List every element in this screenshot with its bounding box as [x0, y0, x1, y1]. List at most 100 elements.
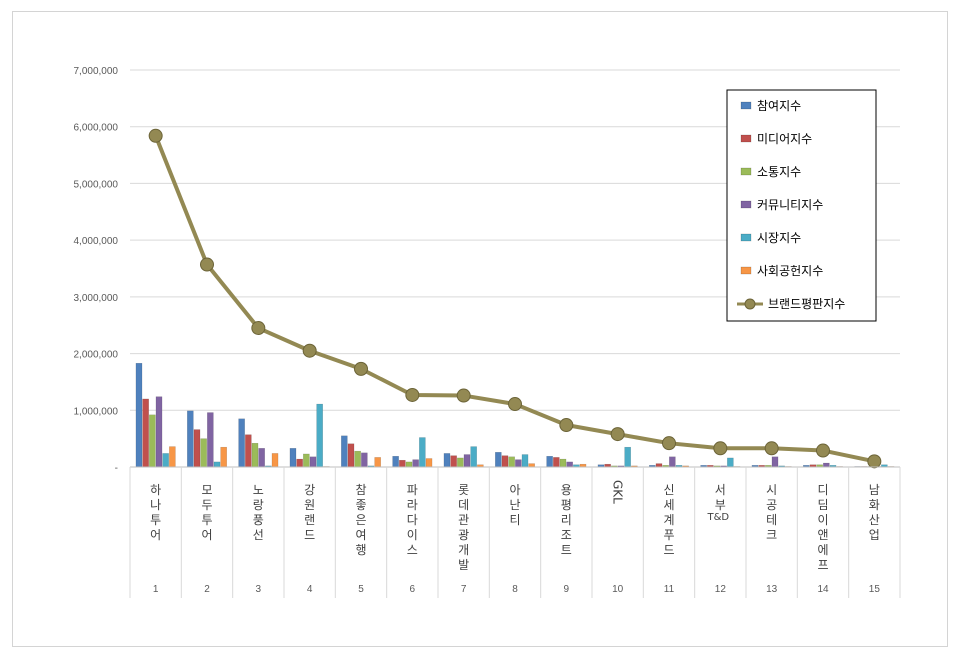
line-point [200, 257, 214, 272]
bar-커뮤니티지수 [566, 461, 573, 468]
bar-미디어지수 [193, 429, 201, 468]
rank-label: 9 [564, 584, 570, 595]
legend-swatch [740, 101, 752, 110]
rank-label: 1 [153, 584, 159, 595]
legend-swatch [740, 200, 752, 209]
y-tick-label: 7,000,000 [74, 66, 119, 77]
rank-label: 8 [512, 584, 518, 595]
bar-커뮤니티지수 [412, 459, 419, 468]
bar-커뮤니티지수 [463, 454, 471, 468]
category-label: 서 부 T&D [707, 483, 730, 523]
bar-소통지수 [251, 442, 259, 468]
bar-소통지수 [559, 458, 567, 468]
rank-label: 14 [817, 584, 829, 595]
rank-label: 12 [715, 584, 727, 595]
y-tick-label: 5,000,000 [74, 179, 119, 190]
bar-커뮤니티지수 [771, 456, 779, 468]
line-point [508, 397, 522, 412]
y-axis: - 1,000,000 2,000,000 3,000,000 4,000,000 5,0… [74, 66, 119, 474]
bar-사회공헌지수 [528, 463, 535, 468]
bar-시장지수 [470, 446, 477, 468]
bar-소통지수 [200, 438, 207, 468]
bar-시장지수 [624, 446, 631, 468]
bar-시장지수 [521, 454, 529, 468]
line-point [816, 443, 830, 458]
bar-series [135, 363, 895, 468]
bar-미디어지수 [655, 463, 663, 468]
line-point [559, 418, 574, 433]
legend-label: 미디어지수 [757, 132, 812, 146]
bar-참여지수 [238, 418, 245, 468]
bar-시장지수 [727, 457, 734, 468]
bar-시장지수 [162, 453, 169, 468]
legend-swatch [740, 266, 752, 275]
bar-커뮤니티지수 [207, 412, 214, 468]
line-point [662, 436, 676, 451]
bar-커뮤니티지수 [515, 459, 522, 468]
bar-미디어지수 [399, 459, 406, 468]
bar-커뮤니티지수 [309, 456, 317, 468]
bar-참여지수 [341, 435, 348, 468]
bar-커뮤니티지수 [361, 452, 368, 468]
line-point [354, 361, 368, 376]
x-axis: 하 나 투 어 1 모 두 투 어 2 노 랑 풍 선 3 강 원 랜 드 4 참 좋 은 여 행 5 파 라 다 이 스 6 롯 데 관 광 개 발 7 아… [129, 466, 901, 598]
y-tick-label: - [115, 463, 118, 474]
bar-시장지수 [213, 461, 221, 468]
bar-사회공헌지수 [425, 458, 433, 468]
line-point [148, 128, 163, 143]
bar-미디어지수 [296, 458, 303, 468]
bar-참여지수 [495, 452, 502, 468]
rank-label: 2 [204, 584, 210, 595]
rank-label: 4 [307, 584, 313, 595]
legend-label: 브랜드평판지수 [768, 297, 845, 311]
legend-swatch [740, 167, 752, 176]
bar-소통지수 [303, 453, 310, 468]
y-tick-label: 6,000,000 [74, 123, 119, 134]
line-point [456, 388, 471, 403]
legend-label: 참여지수 [757, 99, 801, 113]
line-point [302, 343, 317, 358]
line-point [251, 321, 266, 336]
legend-box [726, 89, 877, 322]
bar-미디어지수 [347, 443, 355, 468]
bar-미디어지수 [245, 434, 252, 468]
line-point [867, 454, 882, 469]
bar-커뮤니티지수 [669, 456, 676, 468]
bar-참여지수 [187, 410, 194, 468]
rank-label: 6 [410, 584, 416, 595]
bar-소통지수 [354, 450, 361, 468]
line-point [405, 387, 420, 402]
bar-사회공헌지수 [374, 457, 381, 468]
y-tick-label: 3,000,000 [74, 293, 119, 304]
bar-미디어지수 [450, 455, 457, 468]
legend-swatch [740, 134, 752, 143]
bar-시장지수 [316, 403, 323, 468]
bar-소통지수 [149, 414, 156, 468]
line-point [713, 441, 728, 456]
bar-소통지수 [508, 456, 515, 468]
bar-사회공헌지수 [271, 453, 279, 468]
bar-시장지수 [419, 437, 426, 468]
bar-사회공헌지수 [169, 446, 176, 468]
legend-marker [744, 298, 756, 310]
y-tick-label: 2,000,000 [74, 350, 119, 361]
bar-참여지수 [135, 363, 143, 468]
bar-미디어지수 [142, 398, 149, 468]
bar-소통지수 [405, 461, 413, 468]
bar-커뮤니티지수 [258, 448, 265, 468]
